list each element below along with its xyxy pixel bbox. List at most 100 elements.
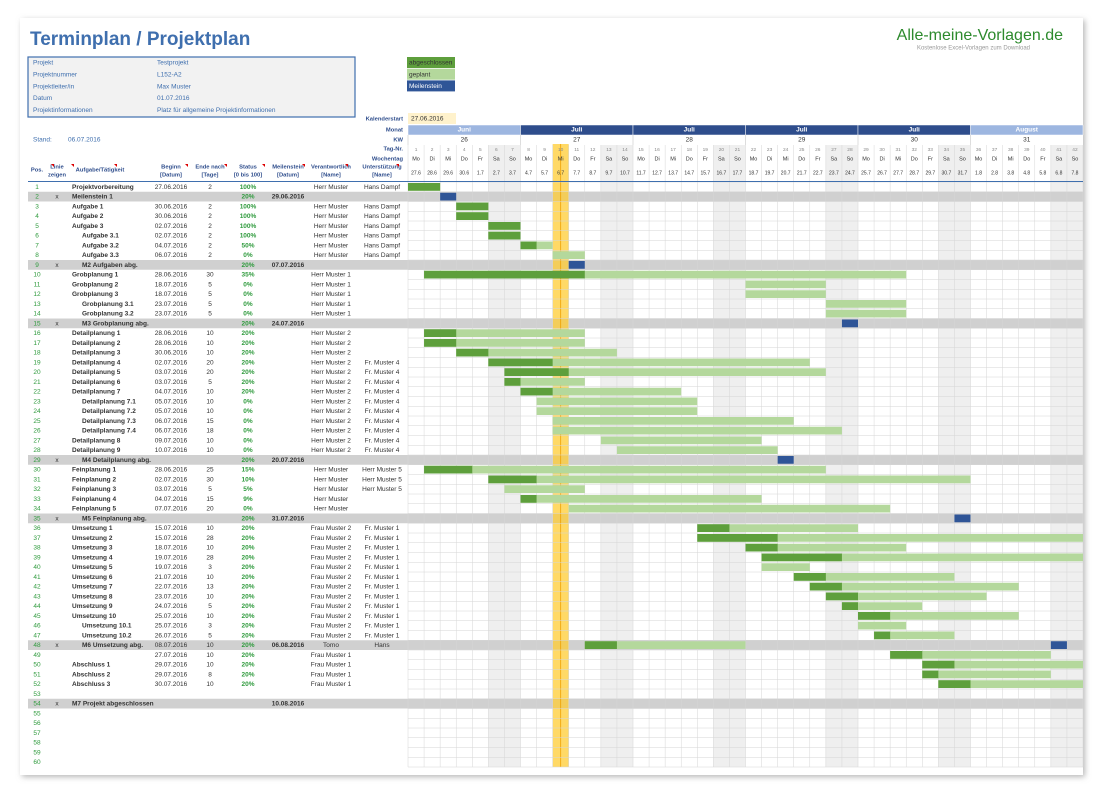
- status: 20%: [241, 632, 254, 639]
- task: Umsetzung 2: [72, 535, 113, 542]
- status: 0%: [243, 506, 253, 513]
- owner: Frau Muster 1: [311, 671, 352, 678]
- task: Umsetzung 10.2: [82, 632, 132, 639]
- day-number: 9: [543, 147, 546, 153]
- support: Fr. Muster 1: [365, 593, 400, 600]
- status: 20%: [241, 642, 254, 649]
- legend-label: geplant: [409, 71, 431, 78]
- position: 19: [33, 359, 41, 366]
- date: 13.7: [668, 170, 678, 176]
- owner: Frau Muster 2: [311, 535, 352, 542]
- planned-bar: [922, 670, 1051, 679]
- position: 14: [33, 311, 41, 318]
- planned-bar: [504, 378, 585, 386]
- duration: 15: [206, 496, 214, 503]
- day-number: 18: [687, 147, 693, 153]
- status: 0%: [243, 428, 253, 435]
- calendar-start-box: [408, 113, 456, 124]
- task: Detailplanung 4: [72, 359, 121, 366]
- start-date: 25.07.2016: [155, 623, 188, 630]
- start-date: 29.07.2016: [155, 662, 188, 669]
- position: 36: [33, 525, 41, 532]
- task: Abschluss 3: [72, 681, 111, 688]
- status: 20%: [241, 350, 254, 357]
- task: Detailplanung 7.2: [82, 408, 136, 415]
- status: 20%: [241, 613, 254, 620]
- week-number: 31: [1023, 137, 1031, 144]
- column-header: Ende nach: [195, 165, 225, 171]
- day-number: 27: [831, 147, 837, 153]
- position: 8: [35, 252, 39, 259]
- support: Fr. Muster 4: [365, 408, 400, 415]
- date: 2.7: [493, 170, 500, 176]
- planned-bar: [488, 475, 971, 484]
- info-value: Max Muster: [157, 83, 192, 90]
- legend-label: abgeschlossen: [409, 60, 453, 67]
- info-label: Projektinformationen: [33, 107, 93, 114]
- weekday: Di: [655, 156, 660, 162]
- start-date: 28.06.2016: [155, 330, 188, 337]
- day-number: 21: [735, 147, 741, 153]
- start-date: 03.07.2016: [155, 379, 188, 386]
- task: Umsetzung 7: [72, 584, 113, 591]
- line-flag: x: [55, 457, 59, 464]
- legend-swatch: [407, 57, 455, 68]
- date: 6.7: [557, 170, 564, 176]
- done-bar: [488, 231, 521, 240]
- done-bar: [793, 573, 826, 581]
- milestone-date: 10.08.2016: [272, 701, 305, 708]
- info-value: Testprojekt: [157, 60, 189, 67]
- planned-bar: [424, 465, 826, 474]
- milestone-date: 29.06.2016: [272, 194, 305, 201]
- info-value: Platz für allgemeine Projektinformatione…: [157, 107, 276, 114]
- status: 20%: [241, 515, 254, 522]
- weekday: Mi: [670, 156, 676, 162]
- support: Fr. Muster 4: [365, 447, 400, 454]
- column-header: Meilenstein: [272, 165, 304, 171]
- position: 41: [33, 574, 41, 581]
- position: 56: [33, 720, 41, 727]
- position: 31: [33, 476, 41, 483]
- date: 27.6: [411, 170, 421, 176]
- position: 3: [35, 203, 39, 210]
- status: 20%: [241, 545, 254, 552]
- owner: Herr Muster: [314, 223, 349, 230]
- position: 4: [35, 213, 39, 220]
- position: 39: [33, 554, 41, 561]
- status: 20%: [241, 457, 254, 464]
- duration: 2: [208, 252, 212, 259]
- milestone-marker: [1050, 641, 1067, 649]
- planned-bar: [922, 660, 1083, 669]
- column-header: [Tage]: [202, 173, 219, 179]
- day-number: 26: [815, 147, 821, 153]
- status: 0%: [243, 418, 253, 425]
- planned-bar: [568, 504, 891, 513]
- weekday: Fr: [1040, 156, 1045, 162]
- date: 2.8: [991, 170, 998, 176]
- duration: 30: [206, 272, 214, 279]
- month-name: Juli: [909, 127, 920, 134]
- done-bar: [456, 202, 489, 211]
- start-date: 26.07.2016: [155, 632, 188, 639]
- owner: Tomo: [323, 642, 339, 649]
- legend-swatch: [407, 68, 455, 80]
- task: Abschluss 2: [72, 671, 111, 678]
- support: Fr. Muster 4: [365, 437, 400, 444]
- start-date: 04.07.2016: [155, 242, 188, 249]
- duration: 10: [206, 574, 214, 581]
- start-date: 18.07.2016: [155, 545, 188, 552]
- week-label: KW: [393, 138, 403, 144]
- date: 6.8: [1055, 170, 1062, 176]
- column-header: [0 bis 100]: [234, 173, 262, 179]
- month-cell: [970, 124, 1084, 136]
- start-date: 30.06.2016: [155, 203, 188, 210]
- duration: 10: [206, 437, 214, 444]
- duration: 10: [206, 398, 214, 405]
- planned-bar: [761, 563, 810, 571]
- day-number: 42: [1072, 147, 1078, 153]
- start-date: 02.07.2016: [155, 233, 188, 240]
- status: 20%: [241, 593, 254, 600]
- date: 29.7: [925, 170, 935, 176]
- owner: Frau Muster 1: [311, 652, 352, 659]
